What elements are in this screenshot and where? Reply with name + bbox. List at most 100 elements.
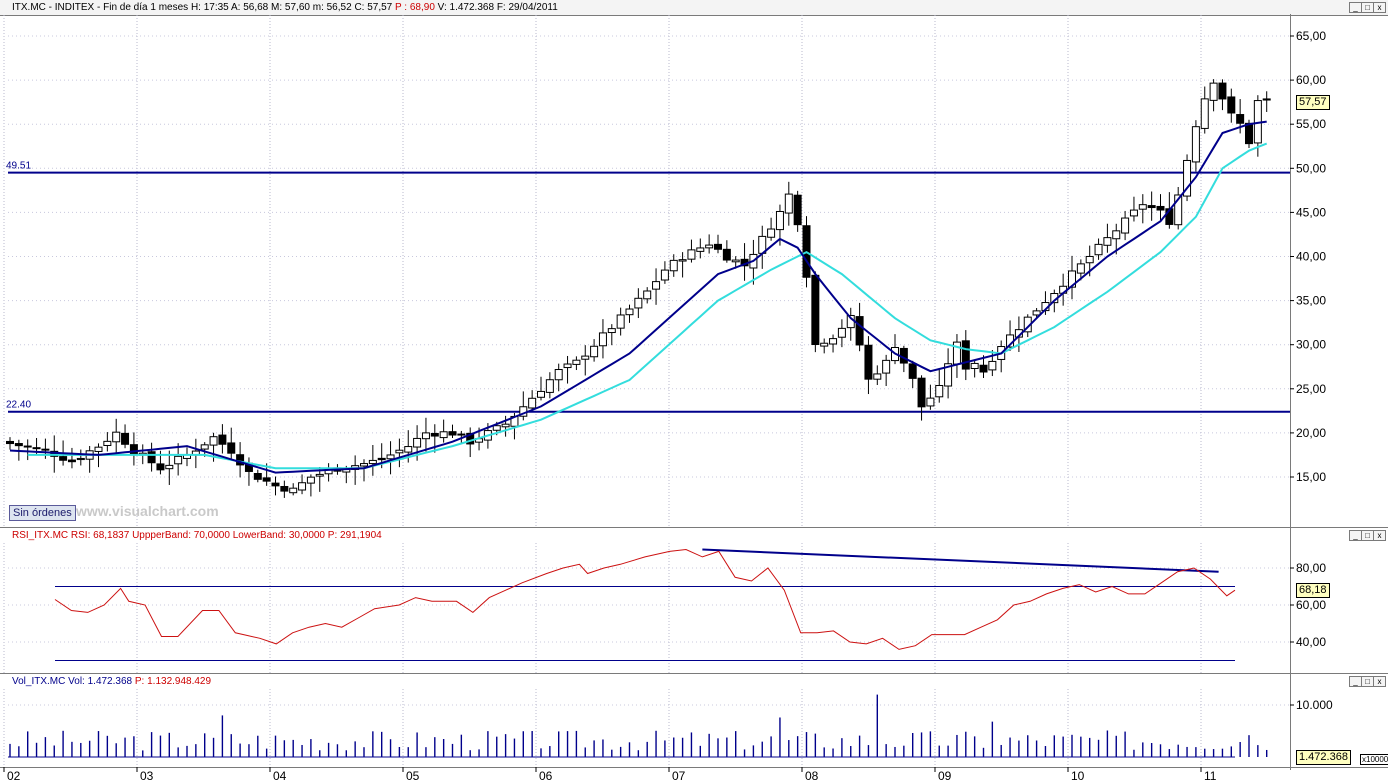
candle-body [616,314,625,329]
x-tick-label: 04 [273,769,287,783]
candle-body [466,432,475,445]
candle-body [1138,204,1147,210]
candle-body [271,482,280,487]
candle-body [156,463,165,471]
candle-body [705,244,714,249]
rsi-close-button[interactable]: x [1373,530,1386,541]
m-label: M: [271,2,283,13]
candle-body [961,340,970,370]
price-y-tick-label: 60,00 [1296,73,1326,87]
a-value: 56,68 [243,2,269,13]
candle-body [572,359,581,365]
candle-body [262,477,271,482]
candle-body [67,459,76,463]
candle-body [1200,98,1209,129]
vol-close-button[interactable]: x [1373,676,1386,687]
rsi-vol-divider[interactable] [0,673,1388,674]
sin-ordenes-button[interactable]: Sin órdenes [9,505,76,521]
candle-body [643,290,652,300]
rsi-y-tick-label: 60,00 [1296,598,1326,612]
price-y-tick-label: 45,00 [1296,205,1326,219]
min-label: m: [312,2,324,13]
candle-body [652,281,661,290]
price-y-tick-label: 20,00 [1296,426,1326,440]
symbol-title: ITX.MC - INDITEX - Fin de día 1 meses [12,2,189,13]
candle-body [457,433,466,436]
m-value: 57,60 [284,2,310,13]
vol-title-name: Vol_ITX.MC [12,676,66,687]
candle-body [1094,243,1103,256]
candle-body [1262,98,1271,101]
rsi-title-bar: RSI_ITX.MC RSI: 68,1837 UppperBand: 70,0… [0,528,1388,543]
rsi-y-tick-label: 80,00 [1296,561,1326,575]
vol-y-tick-label: 10.000 [1296,698,1333,712]
price-current-tag: 57,57 [1296,95,1330,110]
candle-body [395,449,404,454]
candle-body [32,447,41,450]
price-y-tick-label: 25,00 [1296,382,1326,396]
candle-body [687,249,696,260]
v-value: 1.472.368 [449,2,495,13]
candle-body [200,444,209,450]
candle-body [1174,194,1183,226]
candle-body [1191,126,1200,163]
f-label: F: [496,2,506,13]
candle-body [970,362,979,370]
candle-body [554,369,563,381]
candle-body [722,248,731,261]
candle-body [784,193,793,214]
close-button[interactable]: x [1373,2,1386,13]
price-y-tick-label: 40,00 [1296,250,1326,264]
candle-body [112,431,121,443]
candle-body [492,425,501,431]
price-rsi-divider[interactable] [0,527,1388,528]
candle-body [1147,205,1156,209]
price-y-tick-label: 65,00 [1296,29,1326,43]
candle-body [590,345,599,358]
candle-body [1227,96,1236,114]
vol-current-tag: 1.472.368 [1296,750,1351,765]
candle-body [855,316,864,346]
candle-body [147,451,156,464]
candle-body [413,437,422,448]
candle-body [944,363,953,387]
c-label: C: [354,2,365,13]
candle-body [545,379,554,393]
candle-body [1032,310,1041,316]
watermark: www.visualchart.com [76,503,219,519]
candle-body [253,472,262,480]
candle-body [864,344,873,380]
candle-body [14,443,23,447]
rsi-current-tag: 68,18 [1296,583,1330,598]
candle-body [174,455,183,465]
a-label: A: [230,2,241,13]
candle-body [678,259,687,262]
candle-body [209,436,218,446]
candle-body [873,373,882,380]
candle-body [882,359,891,374]
candle-body [129,444,138,455]
candle-body [979,364,988,373]
candle-body [59,456,68,461]
candle-body [1245,122,1253,145]
resistance-label: 49.51 [6,161,31,172]
candle-body [1076,263,1085,274]
candle-body [289,487,298,494]
candle-body [121,432,130,445]
x-tick-label: 06 [539,769,553,783]
candle-body [448,431,457,436]
v-label: V: [437,2,447,13]
candle-body [837,327,846,338]
price-y-tick-label: 50,00 [1296,161,1326,175]
candle-body [236,454,245,466]
candle-body [76,457,85,461]
candle-body [935,385,944,398]
candle-body [501,423,510,428]
candle-body [41,448,50,451]
h-label: H: [190,2,201,13]
candle-body [926,397,935,407]
candle-body [1112,230,1121,240]
price-y-tick-label: 15,00 [1296,470,1326,484]
candle-body [315,473,324,477]
